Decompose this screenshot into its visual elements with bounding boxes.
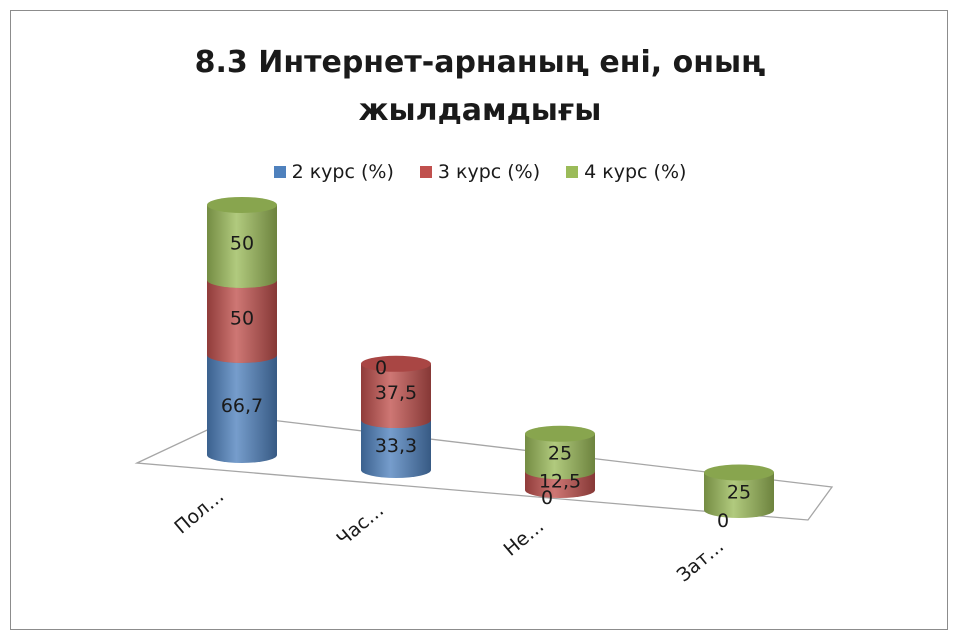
chart-floor [134,415,834,521]
data-label-3-1: 0 [541,487,553,509]
legend-item-4-course: 4 курс (%) [566,161,686,183]
x-tick-label-3: Не… [500,515,549,561]
data-label-1-1: 66,7 [221,395,263,417]
legend-swatch-4-course [566,166,579,178]
chart-title-line-2: жылдамдығы [358,93,602,128]
chart-tick-labels: Пол… Час… Не… Зат… [170,485,728,587]
bar-stack-1 [207,196,277,463]
data-label-1-3: 50 [230,232,254,254]
bar-stack-4 [704,464,774,518]
data-label-3-3: 25 [548,443,572,465]
chart-frame: 8.3 Интернет-арнаның ені, оның жылдамдығ… [10,10,948,630]
bar-segment-1-3 [207,196,277,288]
chart-title-line-1: 8.3 Интернет-арнаның ені, оның [194,45,766,80]
data-label-2-2: 37,5 [375,382,417,404]
legend-label-2-course: 2 курс (%) [291,161,394,183]
x-tick-label-1: Пол… [170,485,228,539]
legend-label-4-course: 4 курс (%) [584,161,687,183]
chart-legend: 2 курс (%) 3 курс (%) 4 курс (%) [11,161,949,183]
x-tick-label-2: Час… [333,499,389,551]
data-label-4-3: 25 [727,481,751,503]
data-label-3-2: 12,5 [539,471,581,493]
bar-stack-2 [361,355,431,478]
data-label-2-3: 0 [375,357,387,379]
data-label-4-1: 0 [717,510,729,532]
x-tick-label-4: Зат… [673,535,728,587]
legend-label-3-course: 3 курс (%) [437,161,541,183]
legend-item-3-course: 3 курс (%) [419,161,541,183]
legend-swatch-3-course [419,166,432,178]
data-label-1-2: 50 [230,307,254,329]
legend-swatch-2-course [273,166,286,178]
chart-title: 8.3 Интернет-арнаның ені, оның жылдамдығ… [11,39,949,135]
legend-item-2-course: 2 курс (%) [273,161,394,183]
bar-segment-4-3 [704,464,774,518]
bar-segment-3-3 [525,425,595,480]
data-label-2-1: 33,3 [375,435,417,457]
bar-segment-2-2 [361,355,431,429]
bar-stack-3 [525,425,595,498]
